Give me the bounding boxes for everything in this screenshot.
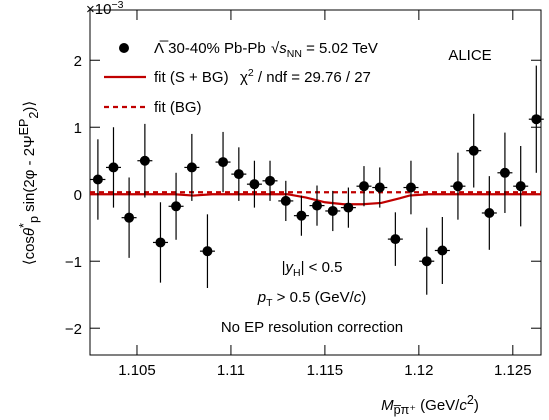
data-point (468, 145, 479, 156)
data-point (265, 175, 276, 186)
x-tick-label: 1.115 (307, 362, 343, 379)
annotation-part: p (257, 289, 266, 306)
x-axis-label-part: M (381, 397, 394, 414)
data-point (92, 174, 103, 185)
annotation-part: y (284, 259, 294, 276)
y-axis-label-part: p (27, 216, 41, 223)
data-point (124, 212, 135, 223)
annotation-part: > 0.5 (GeV/ (272, 289, 354, 306)
data-point (421, 256, 432, 267)
data-point (515, 181, 526, 192)
data-point (139, 155, 150, 166)
axis-exponent: ×10−3 (86, 0, 124, 18)
legend-label: fit (BG) (154, 99, 202, 116)
data-point (108, 162, 119, 173)
legend-label: fit (S + BG) (154, 69, 229, 86)
annotation: No EP resolution correction (221, 319, 403, 336)
x-axis-label-part: ) (474, 397, 479, 414)
annotation-part: | < 0.5 (301, 259, 343, 276)
legend-marker (119, 43, 129, 53)
y-tick-label: 2 (74, 53, 82, 70)
y-axis-label-part: sin(2φ - 2Ψ (21, 135, 38, 216)
x-axis-label-part: (GeV/ (416, 397, 460, 414)
data-point (452, 181, 463, 192)
x-tick-label: 1.11 (217, 362, 245, 379)
data-point (390, 234, 401, 245)
annotation-part: c (354, 289, 362, 306)
data-point (280, 195, 291, 206)
fit-curve (90, 193, 541, 206)
annotation: |yH| < 0.5 (282, 259, 343, 279)
data-point (186, 162, 197, 173)
annotation-part: T (266, 297, 273, 309)
legend-label: Λ̅ 30-40% Pb-Pb (154, 40, 266, 57)
x-tick-label: 1.12 (404, 362, 433, 379)
y-tick-label: −1 (65, 254, 82, 271)
x-axis-label-part: c (459, 397, 467, 414)
experiment-label: ALICE (448, 47, 491, 64)
x-axis-label: Mp̅π⁺ (GeV/c2) (381, 393, 479, 417)
data-point (249, 179, 260, 190)
plot-frame (89, 9, 542, 356)
y-axis-label-part: 2 (27, 112, 41, 119)
data-point (233, 169, 244, 180)
y-axis-label-part: ⟨cos (21, 236, 38, 265)
data-point (202, 246, 213, 257)
annotation-part: | (282, 259, 286, 276)
data-point (155, 237, 166, 248)
energy-label-part: √ (271, 40, 280, 57)
annotation: pT > 0.5 (GeV/c) (257, 289, 367, 309)
data-point (405, 182, 416, 193)
annotation-part: ) (361, 289, 366, 306)
data-point (358, 181, 369, 192)
x-axis-label-part: p̅π⁺ (393, 403, 416, 417)
chi2-label-part: χ (240, 69, 248, 86)
y-tick-label: 1 (74, 120, 82, 137)
energy-label-part: s (279, 40, 287, 57)
annotation-part: H (293, 267, 301, 279)
axis-exponent-part: −3 (111, 0, 123, 11)
y-axis-label-part: * (17, 223, 31, 228)
chi2-label-part: / ndf = 29.76 / 27 (254, 69, 371, 86)
data-point (327, 205, 338, 216)
data-point (343, 202, 354, 213)
chi2-label-part: 2 (248, 67, 254, 79)
axis-exponent-part: ×10 (86, 1, 111, 18)
data-point (312, 200, 323, 211)
energy-label-part: = 5.02 TeV (302, 40, 378, 57)
annotation-part: No EP resolution correction (221, 319, 403, 336)
data-point (296, 210, 307, 221)
data-point (484, 207, 495, 218)
data-point (374, 182, 385, 193)
x-axis-label-part: 2 (467, 393, 474, 407)
energy-label: √sNN = 5.02 TeV (271, 40, 378, 60)
data-point (218, 157, 229, 168)
chi2-label: χ2 / ndf = 29.76 / 27 (240, 67, 371, 86)
y-axis-label-part: EP (17, 119, 31, 136)
y-axis-label-part: )⟩ (21, 101, 38, 112)
data-point (171, 201, 182, 212)
x-tick-label: 1.105 (118, 362, 156, 379)
y-tick-label: 0 (74, 187, 82, 204)
y-axis-label-part: θ (21, 228, 38, 236)
x-tick-label: 1.125 (494, 362, 532, 379)
data-point (499, 167, 510, 178)
y-tick-label: −2 (65, 321, 82, 338)
data-point (531, 114, 542, 125)
data-point (437, 245, 448, 256)
energy-label-part: NN (287, 48, 302, 60)
y-axis-label: ⟨cosθ*p sin(2φ - 2ΨEP2)⟩ (17, 101, 41, 266)
